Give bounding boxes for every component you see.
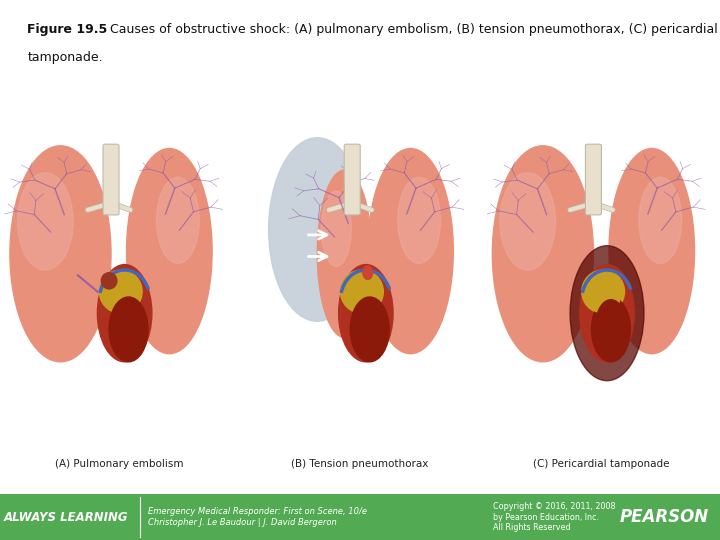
Ellipse shape <box>582 270 624 313</box>
Text: Emergency Medical Responder: First on Scene, 10/e
Christopher J. Le Baudour | J.: Emergency Medical Responder: First on Sc… <box>148 508 366 526</box>
Ellipse shape <box>585 275 621 313</box>
Text: ALWAYS LEARNING: ALWAYS LEARNING <box>4 510 128 524</box>
Ellipse shape <box>102 273 117 289</box>
FancyBboxPatch shape <box>103 144 119 215</box>
FancyBboxPatch shape <box>585 144 601 215</box>
Text: Figure 19.5: Figure 19.5 <box>27 23 107 36</box>
Ellipse shape <box>368 148 454 354</box>
Ellipse shape <box>350 297 389 362</box>
Ellipse shape <box>609 148 695 354</box>
Ellipse shape <box>109 297 148 362</box>
FancyBboxPatch shape <box>0 494 720 540</box>
Text: Causes of obstructive shock: (A) pulmonary embolism, (B) tension pneumothorax, (: Causes of obstructive shock: (A) pulmona… <box>98 23 718 36</box>
Ellipse shape <box>584 270 631 356</box>
Ellipse shape <box>341 270 383 313</box>
Ellipse shape <box>321 191 351 266</box>
Ellipse shape <box>127 148 212 354</box>
Ellipse shape <box>492 146 593 362</box>
FancyBboxPatch shape <box>344 144 360 215</box>
Ellipse shape <box>156 177 199 264</box>
Text: (A) Pulmonary embolism: (A) Pulmonary embolism <box>55 460 183 469</box>
Text: tamponade.: tamponade. <box>27 51 103 64</box>
Text: (C) Pericardial tamponade: (C) Pericardial tamponade <box>533 460 670 469</box>
Ellipse shape <box>570 246 644 381</box>
Ellipse shape <box>99 270 142 313</box>
Ellipse shape <box>363 266 373 280</box>
Ellipse shape <box>318 170 372 338</box>
Ellipse shape <box>500 173 556 270</box>
Ellipse shape <box>97 265 152 362</box>
Ellipse shape <box>595 300 626 354</box>
Ellipse shape <box>10 146 111 362</box>
Ellipse shape <box>17 173 73 270</box>
Text: Copyright © 2016, 2011, 2008
by Pearson Education, Inc.
All Rights Reserved: Copyright © 2016, 2011, 2008 by Pearson … <box>493 502 616 532</box>
Ellipse shape <box>639 177 682 264</box>
Ellipse shape <box>591 297 631 362</box>
Ellipse shape <box>397 177 441 264</box>
Ellipse shape <box>269 138 366 321</box>
Ellipse shape <box>580 265 634 362</box>
Ellipse shape <box>338 265 393 362</box>
Text: (B) Tension pneumothorax: (B) Tension pneumothorax <box>292 460 428 469</box>
Text: PEARSON: PEARSON <box>620 508 709 526</box>
